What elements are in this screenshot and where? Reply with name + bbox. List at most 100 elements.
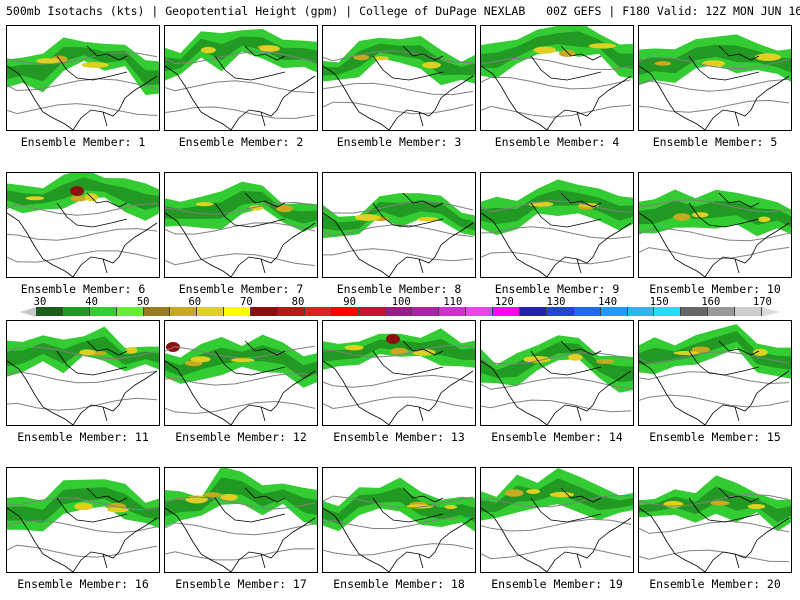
ensemble-member-label: Ensemble Member: 16 [17, 577, 149, 591]
wind-maximum [673, 213, 691, 221]
coastline [7, 487, 158, 572]
ensemble-map-panel [638, 172, 792, 278]
wind-maximum [710, 500, 730, 506]
ensemble-map-panel [164, 25, 318, 131]
colorbar-segment [36, 307, 63, 316]
ensemble-member-label: Ensemble Member: 10 [649, 282, 781, 296]
height-contour [639, 56, 790, 70]
ensemble-member-label: Ensemble Member: 6 [20, 282, 146, 296]
height-contour [323, 344, 474, 358]
height-contour [165, 372, 316, 386]
coastline [165, 192, 316, 277]
wind-maximum [373, 56, 389, 61]
wind-maximum [444, 505, 457, 509]
coastline [7, 45, 158, 130]
height-contour [323, 82, 474, 96]
ensemble-map-panel [480, 320, 634, 426]
colorbar-segment [331, 307, 359, 316]
ensemble-member-label: Ensemble Member: 12 [175, 430, 307, 444]
map-graphic [639, 324, 791, 425]
colorbar-segment [466, 307, 494, 316]
height-contour [323, 201, 474, 214]
height-contour [7, 544, 158, 558]
wind-maximum [81, 62, 109, 68]
height-contour [165, 80, 316, 94]
colorbar-segment [385, 307, 413, 316]
ensemble-map-panel [6, 172, 160, 278]
wind-maximum [231, 358, 255, 363]
colorbar-tick-label: 160 [701, 296, 721, 308]
jet-stream-band [165, 181, 317, 232]
colorbar-segment [412, 307, 440, 316]
colorbar-segment [62, 307, 90, 316]
coastline [481, 192, 632, 277]
height-contour [323, 495, 474, 509]
wind-maximum [200, 46, 216, 54]
wind-maximum [190, 356, 211, 363]
jet-stream-core [323, 487, 475, 524]
height-contour [165, 548, 316, 561]
wind-maximum [588, 43, 617, 49]
wind-maximum [663, 500, 684, 508]
colorbar-tick-label: 30 [33, 296, 47, 308]
height-contour [7, 227, 158, 241]
jet-stream-band [165, 468, 317, 527]
map-graphic [639, 475, 791, 572]
height-contour [7, 103, 158, 116]
wind-maximum [568, 354, 583, 361]
coastline [481, 340, 632, 425]
title-text: 500mb Isotachs (kts) | Geopotential Heig… [6, 4, 526, 18]
ensemble-member-label: Ensemble Member: 2 [178, 135, 304, 149]
map-graphic [481, 468, 633, 572]
jet-stream-core [639, 44, 791, 75]
ensemble-member-label: Ensemble Member: 5 [652, 135, 778, 149]
height-contour [481, 104, 632, 118]
colorbar-segment [708, 307, 736, 316]
height-contour [7, 346, 158, 360]
height-contour [639, 199, 790, 213]
height-contour [481, 57, 632, 71]
ensemble-map-panel [322, 320, 476, 426]
height-contour [165, 253, 316, 267]
map-graphic [7, 479, 159, 572]
map-graphic [165, 181, 317, 277]
jet-stream-band [639, 324, 791, 379]
height-contour [639, 228, 790, 242]
ensemble-map-panel [164, 467, 318, 573]
ensemble-map-panel [638, 467, 792, 573]
ensemble-map-panel [6, 467, 160, 573]
wind-maximum [549, 491, 575, 498]
ensemble-member-label: Ensemble Member: 17 [175, 577, 307, 591]
height-contour [481, 251, 632, 265]
jet-stream-band [639, 34, 791, 86]
ensemble-member-label: Ensemble Member: 15 [649, 430, 781, 444]
height-contour [323, 101, 474, 115]
wind-maximum [654, 61, 672, 66]
wind-maximum-strong [386, 334, 400, 344]
colorbar-tick-label: 140 [598, 296, 618, 308]
colorbar-segment [89, 307, 117, 316]
wind-maximum [752, 348, 768, 356]
wind-maximum [691, 346, 711, 353]
jet-stream-core [7, 177, 159, 210]
jet-stream-core [323, 200, 475, 231]
wind-maximum [559, 49, 576, 57]
colorbar-tick-label: 40 [85, 296, 98, 308]
coastline [481, 45, 632, 130]
ensemble-member-label: Ensemble Member: 8 [336, 282, 462, 296]
height-contour [7, 52, 158, 65]
height-contour [165, 51, 316, 65]
ensemble-map-panel [480, 172, 634, 278]
map-graphic [481, 26, 633, 130]
wind-maximum [195, 202, 214, 207]
colorbar-tick-label: 60 [188, 296, 202, 308]
jet-stream-core [481, 189, 633, 225]
jet-stream-core [165, 477, 317, 517]
colorbar-tick-label: 90 [343, 296, 356, 308]
height-contour [639, 394, 790, 408]
colorbar-low-arrow [20, 307, 36, 317]
run-info: 00Z GEFS | F180 Valid: 12Z MON JUN 16 20… [546, 4, 800, 18]
map-graphic [481, 335, 633, 425]
colorbar-segment [439, 307, 467, 316]
jet-stream-core [7, 47, 159, 86]
